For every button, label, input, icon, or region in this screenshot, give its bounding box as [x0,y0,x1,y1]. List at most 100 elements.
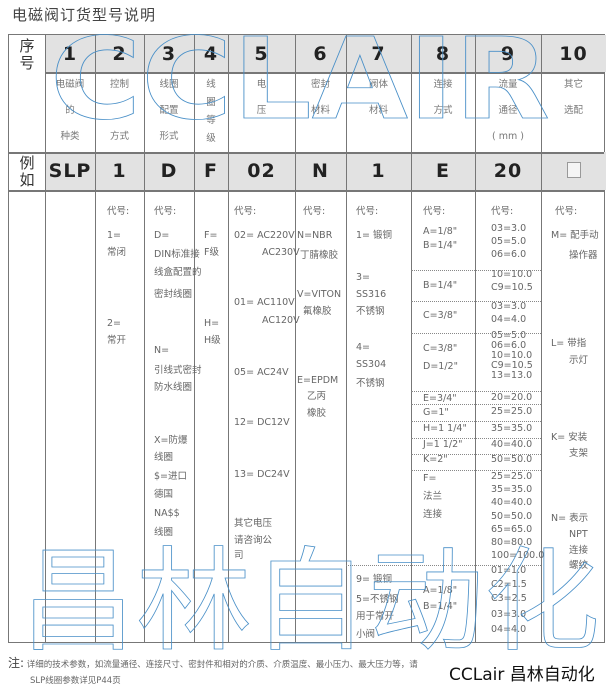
body-code-line: 40=40.0 [491,439,533,450]
body-code-line: H= [204,318,220,329]
column-divider [411,35,412,642]
body-code-line: F= [204,230,218,241]
example-value: N [312,160,329,182]
row-divider [9,190,604,192]
column-number: 7 [371,43,386,65]
body-code-line: B=1/4" [423,601,458,612]
body-code-line: N= 表示 [551,513,589,524]
body-code-line: 橡胶 [307,408,327,419]
column-number: 5 [254,43,269,65]
column-divider [295,35,296,642]
body-code-line: 代号: [303,206,326,217]
body-code-line: N= [154,345,170,356]
column-divider [541,35,542,642]
body-code-line: D= [154,230,170,241]
body-code-line: SS304 [356,359,387,370]
body-code-line: 操作器 [569,250,598,261]
column-description: 线 [206,79,216,90]
body-code-line: AC120V [262,315,300,326]
note-text: 详细的技术参数，如流量通径、连接尺寸、密封件和相对的介质、介质温度、最小压力、最… [26,660,418,670]
body-code-line: 05=5.0 [491,330,527,341]
order-code-table: 序号 例如 1 电磁阀的种类 SLP 2 控制 方式 1 3 线圈 配置 形式 D 4 线圈等级 F 5 电压 02 6… [8,34,606,643]
body-code-line: 丁腈橡胶 [300,250,339,261]
body-code-line: 小阀 [356,629,376,640]
note-prefix: 注: [8,656,25,670]
header-number-row-bg [45,35,606,72]
body-code-line: K=2" [423,454,448,465]
seq-label: 序号 [19,37,35,72]
column-divider [95,35,96,642]
body-code-line: G=1" [423,407,449,418]
option-checkbox[interactable] [566,162,581,178]
dotted-separator [411,404,541,405]
column-description: 电磁阀 [55,79,85,90]
dotted-separator [411,270,541,271]
column-description: 配置 [159,105,179,116]
body-code-line: 线圈 [154,452,174,463]
body-code-line: 请咨询公 [234,535,273,546]
body-code-line: 100=100.0 [491,550,545,561]
body-code-line: 01=1.0 [491,565,527,576]
body-code-line: 线盒配置的 [154,267,202,278]
row-divider [9,152,604,154]
body-code-line: V=VITON [297,289,342,300]
body-code-line: 03=3.0 [491,301,527,312]
column-description: 连接 [433,79,453,90]
body-code-line: C9=10.5 [491,282,533,293]
column-description: 材料 [368,105,388,116]
body-code-line: $=进口 [154,471,188,482]
body-code-line: 04=4.0 [491,314,527,325]
body-code-line: 代号: [356,206,379,217]
body-code-line: 06=6.0 [491,340,527,351]
column-description: 方式 [109,131,129,142]
example-value: SLP [48,160,92,182]
column-number: 8 [435,43,451,65]
column-description: 选配 [563,105,583,116]
body-code-line: 代号: [107,206,130,217]
body-code-line: 用于常开 [356,611,395,622]
body-code-line: N=NBR [297,230,333,241]
example-value: F [204,160,218,182]
body-code-line: 支架 [569,448,589,459]
body-code-line: 防水线圈 [154,382,193,393]
column-description: 方式 [433,105,453,116]
body-code-line: F级 [204,247,219,258]
column-description: 的 [65,105,75,116]
body-code-line: 引线式密封 [154,365,202,376]
brand-logo-text: CCLair 昌林自动化 [447,660,597,685]
note-line-1: 注: 详细的技术参数，如流量通径、连接尺寸、密封件和相对的介质、介质温度、最小压… [8,654,418,671]
body-code-line: 06=6.0 [491,249,527,260]
body-code-line: 50=50.0 [491,454,533,465]
body-code-line: 80=80.0 [491,537,533,548]
body-code-line: 40=40.0 [491,497,533,508]
column-description: 密封 [310,79,330,90]
body-code-line: 代号: [234,206,257,217]
column-description: 形式 [159,131,179,142]
body-code-line: 1= [107,230,122,241]
column-description: 通径 [498,105,518,116]
body-code-line: 04=4.0 [491,624,527,635]
example-label: 例如 [19,154,35,189]
body-code-line: 乙丙 [307,391,327,402]
body-code-line: 2= [107,318,122,329]
column-number: 9 [500,43,516,65]
column-description: 线圈 [159,79,179,90]
column-divider [475,35,476,642]
body-code-line: 9= 锻铜 [356,574,393,585]
body-code-line: A=1/8" [423,226,458,237]
dotted-separator [411,333,541,334]
column-number: 2 [112,43,127,65]
body-code-line: 代号: [154,206,177,217]
body-code-line: 10=10.0 [491,269,533,280]
dotted-separator [411,454,541,455]
body-code-line: 5=不锈钢 [356,594,399,605]
column-description: ( mm ) [492,131,524,142]
body-code-line: 代号: [423,206,446,217]
column-description: 级 [206,133,216,144]
body-code-line: X=防爆 [154,435,188,446]
dotted-separator [411,470,541,471]
body-code-line: B=1/4" [423,240,458,251]
body-code-line: 常闭 [107,247,127,258]
body-code-line: 其它电压 [234,518,273,529]
body-code-line: C2=1.5 [491,579,527,590]
